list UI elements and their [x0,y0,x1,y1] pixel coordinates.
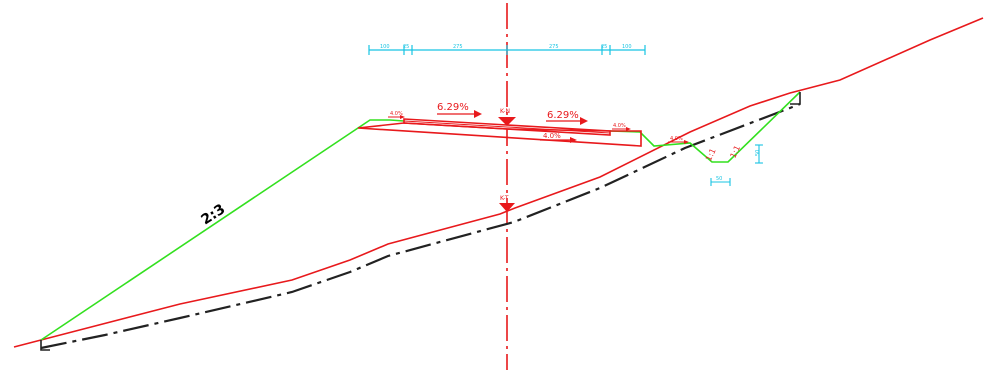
subgrade-end-left [40,340,50,351]
left-shoulder-label: 4.0% [390,111,403,117]
pavement-top-stripe [403,120,611,134]
design-level-label: K-N [500,108,510,115]
subgrade-crossfall-label: 4.0% [543,132,561,140]
dim-label-5: 25 [601,44,607,50]
pavement-base [357,122,642,147]
ditch-left-slope-label: 1:1 [704,147,718,162]
dim-label-2: 25 [403,44,409,50]
outer-right-arrow [668,140,689,144]
fill-slope-label: 2:3 [198,201,228,228]
dim-label-6: 100 [622,44,632,50]
ground-level-marker [499,203,515,212]
left-crossfall-label: 6.29% [437,102,469,113]
right-shoulder-label: 4.0% [613,123,626,129]
ditch-depth-label: 50 [755,150,761,156]
dim-label-4: 275 [549,44,559,50]
ditch-width-label: 50 [716,176,722,182]
dim-label-1: 100 [380,44,390,50]
top-dimension-line [368,45,646,55]
left-shoulder-arrow [388,115,405,119]
left-crossfall-arrow [437,110,482,118]
ditch-right-slope-label: 1:1 [728,144,742,159]
subgrade-end-right [790,92,801,105]
subgrade-crossfall-arrow [540,137,577,143]
ground-line [13,17,984,348]
design-level-marker [498,117,516,126]
ditch-profile [609,91,801,163]
right-shoulder-arrow [612,127,631,131]
ground-level-label: K-T [500,195,509,202]
dim-label-3: 275 [453,44,463,50]
right-crossfall-label: 6.29% [547,110,579,121]
right-crossfall-arrow [546,117,588,125]
fill-slope [40,119,405,341]
ditch-depth-dimension [755,144,763,164]
ditch-width-dimension [710,178,731,186]
subgrade-line [40,102,801,350]
outer-right-label: 4.0% [670,136,683,142]
